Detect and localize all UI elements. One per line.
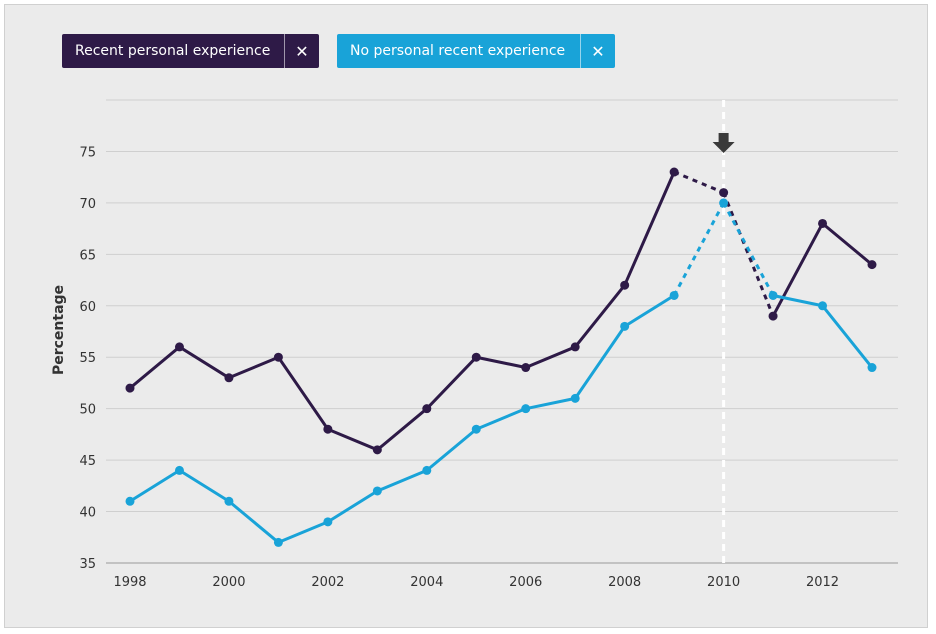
legend-toggle-norecent[interactable]: No personal recent experience ✕ — [337, 34, 615, 68]
x-tick-label: 2010 — [707, 575, 740, 590]
y-tick-label: 60 — [79, 300, 96, 315]
data-point — [422, 404, 432, 414]
data-point — [323, 424, 333, 434]
series-segment — [623, 293, 676, 328]
series-segment — [673, 170, 725, 194]
series-segment — [375, 407, 429, 452]
data-point — [867, 363, 877, 373]
series-segment — [771, 293, 825, 308]
series-segment — [227, 499, 280, 544]
y-tick-label: 75 — [79, 145, 96, 160]
series-segment — [722, 202, 775, 297]
data-point — [273, 537, 283, 547]
series-segment — [177, 345, 231, 380]
series-segment — [425, 427, 478, 472]
data-point — [768, 311, 778, 321]
series-recent — [125, 167, 877, 455]
y-tick-label: 35 — [79, 557, 96, 572]
data-point — [768, 290, 778, 300]
series-segment — [128, 345, 181, 390]
data-point — [521, 404, 531, 414]
data-point — [719, 188, 729, 198]
y-tick-label: 40 — [79, 506, 96, 521]
series-segment — [573, 324, 627, 400]
data-point — [669, 290, 679, 300]
data-point — [669, 167, 679, 177]
series-segment — [524, 345, 577, 370]
data-point — [620, 321, 630, 331]
data-point — [224, 373, 234, 383]
x-tick-label: 2002 — [311, 575, 344, 590]
series-segment — [623, 170, 676, 287]
data-point — [125, 496, 135, 506]
series-norecent — [125, 198, 877, 547]
data-point — [719, 198, 729, 208]
x-tick-label: 2006 — [509, 575, 542, 590]
series-segment — [524, 396, 577, 411]
data-point — [174, 342, 184, 352]
data-point — [570, 342, 580, 352]
y-tick-label: 45 — [79, 454, 96, 469]
series-segment — [276, 520, 330, 544]
gridlines — [106, 99, 898, 564]
data-point — [422, 465, 432, 475]
legend-recent-label: Recent personal experience — [75, 43, 271, 59]
x-tick-label: 2000 — [212, 575, 245, 590]
data-point — [174, 465, 184, 475]
close-icon[interactable]: ✕ — [284, 34, 319, 68]
series-segment — [276, 355, 330, 431]
x-tick-label: 2004 — [410, 575, 443, 590]
data-point — [471, 352, 481, 362]
y-tick-label: 70 — [79, 197, 96, 212]
y-tick-label: 50 — [79, 403, 96, 418]
x-axis-ticks: 1998 2000 2002 2004 2006 2008 2010 2012 — [113, 575, 839, 590]
year-marker — [712, 100, 735, 563]
series-segment — [128, 468, 181, 503]
series-segment — [474, 407, 528, 431]
series-segment — [821, 304, 874, 370]
y-axis-ticks: 35 40 45 50 55 60 65 70 75 — [79, 145, 96, 572]
y-tick-label: 55 — [79, 351, 96, 366]
series-segment — [326, 427, 379, 452]
series-segment — [375, 468, 429, 493]
data-point — [521, 363, 531, 373]
data-point — [620, 280, 630, 290]
y-tick-label: 65 — [79, 248, 96, 263]
data-point — [323, 517, 333, 527]
x-tick-label: 2012 — [806, 575, 839, 590]
data-point — [372, 486, 382, 496]
legend-toggle-recent[interactable]: Recent personal experience ✕ — [62, 34, 319, 68]
x-tick-label: 2008 — [608, 575, 641, 590]
down-arrow-icon — [712, 133, 735, 153]
x-tick-label: 1998 — [113, 575, 146, 590]
series-lines — [125, 167, 877, 547]
data-point — [818, 301, 828, 311]
series-segment — [672, 202, 725, 297]
data-point — [273, 352, 283, 362]
data-point — [867, 260, 877, 270]
series-segment — [326, 489, 379, 524]
data-point — [471, 424, 481, 434]
data-point — [570, 393, 580, 403]
series-segment — [474, 355, 528, 370]
data-point — [125, 383, 135, 393]
y-axis-label: Percentage — [51, 285, 67, 375]
legend-norecent-label: No personal recent experience — [350, 43, 566, 59]
series-segment — [177, 468, 231, 503]
series-segment — [771, 221, 825, 318]
series-segment — [425, 355, 478, 411]
close-icon[interactable]: ✕ — [580, 34, 615, 68]
data-point — [818, 218, 828, 228]
data-point — [224, 496, 234, 506]
series-segment — [227, 355, 280, 380]
series-segment — [821, 221, 874, 267]
series-segment — [573, 283, 627, 349]
series-segment — [722, 192, 775, 317]
data-point — [372, 445, 382, 455]
